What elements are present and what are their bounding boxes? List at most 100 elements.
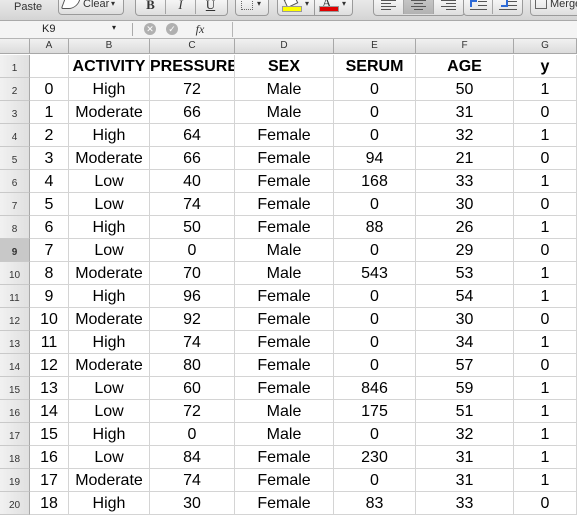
table-cell[interactable]: 0 xyxy=(334,354,416,377)
table-cell[interactable]: 1 xyxy=(514,262,577,285)
table-cell[interactable]: 0 xyxy=(150,423,235,446)
table-cell[interactable]: 1 xyxy=(514,124,577,147)
table-cell[interactable]: 0 xyxy=(334,331,416,354)
table-cell[interactable]: High xyxy=(69,124,150,147)
row-header-16[interactable]: 16 xyxy=(0,400,30,423)
row-header-19[interactable]: 19 xyxy=(0,469,30,492)
table-cell[interactable]: 9 xyxy=(30,285,69,308)
row-header-4[interactable]: 4 xyxy=(0,124,30,147)
table-cell[interactable]: 51 xyxy=(416,400,514,423)
table-cell[interactable]: High xyxy=(69,216,150,239)
table-cell[interactable]: 40 xyxy=(150,170,235,193)
table-cell[interactable]: 0 xyxy=(334,101,416,124)
table-cell[interactable]: 0 xyxy=(514,193,577,216)
row-header-13[interactable]: 13 xyxy=(0,331,30,354)
table-cell[interactable]: 0 xyxy=(334,193,416,216)
table-cell[interactable]: High xyxy=(69,285,150,308)
table-cell[interactable]: 0 xyxy=(150,239,235,262)
clear-button[interactable]: Clear ▾ xyxy=(58,0,124,15)
table-cell[interactable]: 1 xyxy=(514,446,577,469)
table-cell[interactable]: 230 xyxy=(334,446,416,469)
header-cell[interactable] xyxy=(30,55,69,78)
row-header-10[interactable]: 10 xyxy=(0,262,30,285)
table-cell[interactable]: 10 xyxy=(30,308,69,331)
row-header-2[interactable]: 2 xyxy=(0,78,30,101)
table-cell[interactable]: 33 xyxy=(416,492,514,515)
cancel-icon[interactable]: ✕ xyxy=(144,23,156,35)
table-cell[interactable]: 80 xyxy=(150,354,235,377)
table-cell[interactable]: 168 xyxy=(334,170,416,193)
table-cell[interactable]: Moderate xyxy=(69,262,150,285)
table-cell[interactable]: 0 xyxy=(334,285,416,308)
row-header-9[interactable]: 9 xyxy=(0,239,30,262)
table-cell[interactable]: Low xyxy=(69,170,150,193)
table-cell[interactable]: 74 xyxy=(150,193,235,216)
table-cell[interactable]: 1 xyxy=(514,469,577,492)
table-cell[interactable]: Moderate xyxy=(69,147,150,170)
table-cell[interactable]: 66 xyxy=(150,101,235,124)
table-cell[interactable]: 0 xyxy=(514,147,577,170)
table-cell[interactable]: 74 xyxy=(150,331,235,354)
table-cell[interactable]: 0 xyxy=(514,354,577,377)
table-cell[interactable]: 0 xyxy=(334,239,416,262)
table-cell[interactable]: 1 xyxy=(514,285,577,308)
table-cell[interactable]: 31 xyxy=(416,469,514,492)
table-cell[interactable]: Female xyxy=(235,492,334,515)
table-cell[interactable]: 32 xyxy=(416,423,514,446)
table-cell[interactable]: 0 xyxy=(334,78,416,101)
table-cell[interactable]: Female xyxy=(235,331,334,354)
table-cell[interactable]: Male xyxy=(235,101,334,124)
table-cell[interactable]: 5 xyxy=(30,193,69,216)
header-cell[interactable]: SEX xyxy=(235,55,334,78)
table-cell[interactable]: 175 xyxy=(334,400,416,423)
header-cell[interactable]: SERUM xyxy=(334,55,416,78)
table-cell[interactable]: 1 xyxy=(30,101,69,124)
table-cell[interactable]: 16 xyxy=(30,446,69,469)
table-cell[interactable]: Female xyxy=(235,170,334,193)
header-cell[interactable]: AGE xyxy=(416,55,514,78)
table-cell[interactable]: 2 xyxy=(30,124,69,147)
table-cell[interactable]: Female xyxy=(235,354,334,377)
row-header-18[interactable]: 18 xyxy=(0,446,30,469)
row-header-7[interactable]: 7 xyxy=(0,193,30,216)
table-cell[interactable]: 32 xyxy=(416,124,514,147)
row-header-15[interactable]: 15 xyxy=(0,377,30,400)
underline-button[interactable]: U xyxy=(205,0,216,12)
table-cell[interactable]: 14 xyxy=(30,400,69,423)
table-cell[interactable]: 0 xyxy=(514,492,577,515)
table-cell[interactable]: Low xyxy=(69,377,150,400)
name-box[interactable]: K9 ▾ xyxy=(0,22,122,36)
table-cell[interactable]: Male xyxy=(235,262,334,285)
decrease-indent-button[interactable] xyxy=(464,0,493,14)
table-cell[interactable]: 54 xyxy=(416,285,514,308)
table-cell[interactable]: Female xyxy=(235,216,334,239)
table-cell[interactable]: 13 xyxy=(30,377,69,400)
column-header-c[interactable]: C xyxy=(150,39,235,54)
table-cell[interactable]: 11 xyxy=(30,331,69,354)
table-cell[interactable]: Moderate xyxy=(69,101,150,124)
table-cell[interactable]: 74 xyxy=(150,469,235,492)
row-header-11[interactable]: 11 xyxy=(0,285,30,308)
bold-button[interactable]: B xyxy=(136,0,166,14)
table-cell[interactable]: 0 xyxy=(334,423,416,446)
table-cell[interactable]: 96 xyxy=(150,285,235,308)
table-cell[interactable]: 0 xyxy=(514,101,577,124)
table-cell[interactable]: 0 xyxy=(514,239,577,262)
fill-color-button[interactable]: ▾ xyxy=(277,0,316,16)
table-cell[interactable]: 92 xyxy=(150,308,235,331)
table-cell[interactable]: 17 xyxy=(30,469,69,492)
formula-input[interactable] xyxy=(236,22,576,36)
row-header-20[interactable]: 20 xyxy=(0,492,30,515)
function-icon[interactable]: fx xyxy=(188,23,212,35)
table-cell[interactable]: Male xyxy=(235,78,334,101)
table-cell[interactable]: 53 xyxy=(416,262,514,285)
table-cell[interactable]: Female xyxy=(235,446,334,469)
column-header-g[interactable]: G xyxy=(514,39,577,54)
table-cell[interactable]: 0 xyxy=(334,124,416,147)
table-cell[interactable]: Low xyxy=(69,446,150,469)
table-cell[interactable]: 846 xyxy=(334,377,416,400)
table-cell[interactable]: 21 xyxy=(416,147,514,170)
table-cell[interactable]: 30 xyxy=(416,193,514,216)
table-cell[interactable]: 0 xyxy=(334,469,416,492)
table-cell[interactable]: 50 xyxy=(150,216,235,239)
